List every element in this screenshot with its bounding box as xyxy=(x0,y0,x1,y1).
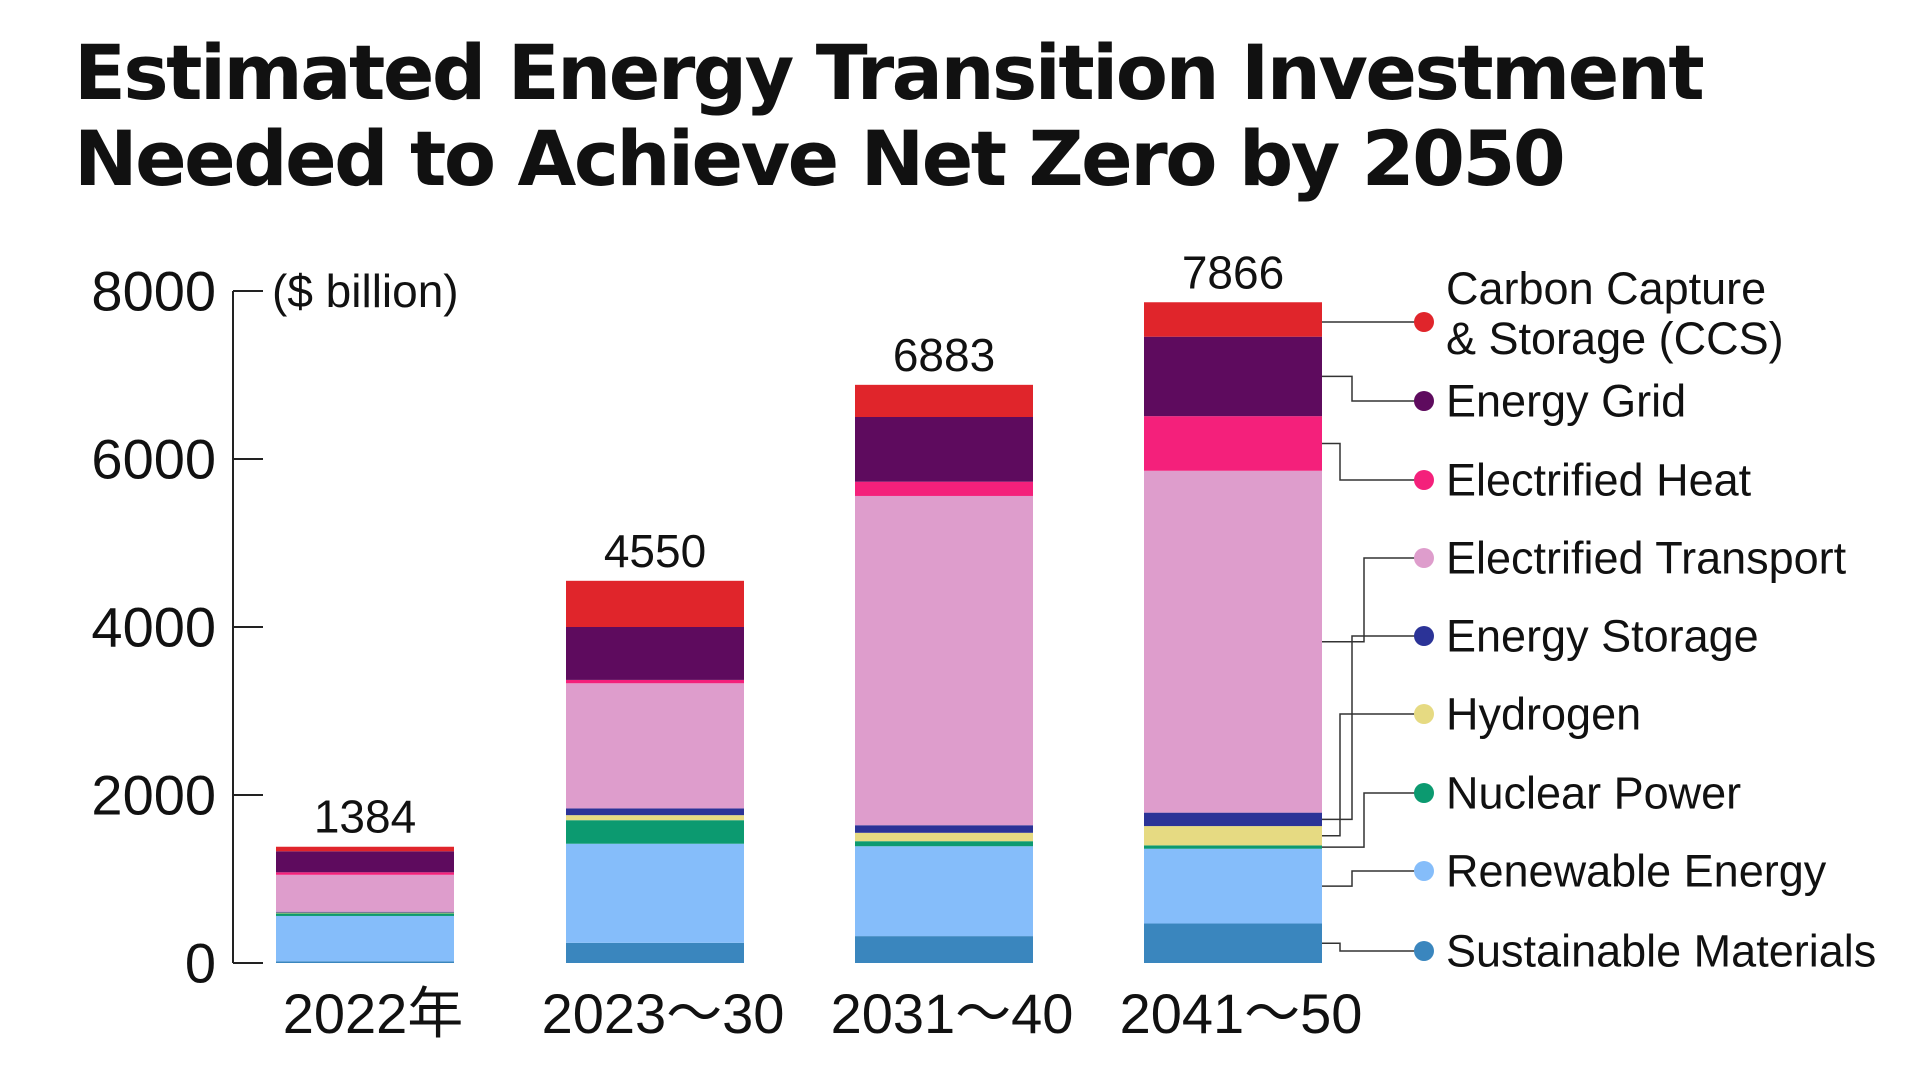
x-tick-label-2023-30: 2023～30 xyxy=(542,982,785,1045)
legend-label-energy-storage: Energy Storage xyxy=(1446,611,1759,662)
legend-leader-energy-grid xyxy=(1322,375,1424,402)
bar-segment-renewable-energy-2022 xyxy=(276,915,454,962)
bar-segment-energy-grid-2023-30 xyxy=(566,627,744,680)
legend-label-energy-grid: Energy Grid xyxy=(1446,376,1686,427)
bar-segment-electrified-heat-2031-40 xyxy=(855,481,1033,496)
bar-segment-renewable-energy-2031-40 xyxy=(855,846,1033,937)
bar-segment-energy-storage-2022 xyxy=(276,911,454,913)
legend-leader-sustainable-materials xyxy=(1322,942,1424,952)
legend-leader-electrified-heat xyxy=(1322,442,1424,481)
bar-segment-electrified-heat-2022 xyxy=(276,872,454,875)
legend-swatch-energy-grid xyxy=(1414,391,1434,411)
bar-segment-hydrogen-2023-30 xyxy=(566,815,744,821)
bar-segment-nuclear-power-2041-50 xyxy=(1144,845,1322,849)
bar-segment-carbon-capture-storage-ccs-2023-30 xyxy=(566,580,744,627)
bar-segment-electrified-heat-2041-50 xyxy=(1144,416,1322,471)
legend-label-nuclear-power: Nuclear Power xyxy=(1446,768,1741,819)
legend-leader-hydrogen xyxy=(1322,713,1424,837)
bar-segment-electrified-transport-2031-40 xyxy=(855,495,1033,826)
y-tick-label-2000: 2000 xyxy=(91,764,216,827)
bar-segment-sustainable-materials-2022 xyxy=(276,961,454,963)
total-label-2023-30: 4550 xyxy=(604,525,706,577)
bar-segment-carbon-capture-storage-ccs-2041-50 xyxy=(1144,302,1322,337)
chart-title-line-1: Estimated Energy Transition Investment xyxy=(74,28,1705,117)
bar-segment-energy-grid-2041-50 xyxy=(1144,336,1322,417)
bar-segment-electrified-transport-2041-50 xyxy=(1144,470,1322,813)
legend-swatch-nuclear-power xyxy=(1414,783,1434,803)
chart-title: Estimated Energy Transition Investment N… xyxy=(74,28,1705,203)
bar-segment-nuclear-power-2031-40 xyxy=(855,841,1033,847)
bar-segment-renewable-energy-2023-30 xyxy=(566,843,744,943)
total-label-2022: 1384 xyxy=(314,791,416,843)
y-tick-label-0: 0 xyxy=(185,932,216,995)
legend-swatch-carbon-capture-storage-ccs xyxy=(1414,312,1434,332)
bar-segment-sustainable-materials-2031-40 xyxy=(855,936,1033,963)
x-tick-label-2031-40: 2031～40 xyxy=(831,982,1074,1045)
bar-stacks xyxy=(276,302,1322,963)
bar-segment-carbon-capture-storage-ccs-2031-40 xyxy=(855,384,1033,417)
legend: Carbon Capture & Storage (CCS) Energy Grid… xyxy=(1322,263,1876,977)
legend-swatch-renewable-energy xyxy=(1414,861,1434,881)
legend-leader-electrified-transport xyxy=(1322,557,1424,643)
legend-label-sustainable-materials: Sustainable Materials xyxy=(1446,926,1876,977)
bar-total-labels: 1384 4550 6883 7866 xyxy=(314,246,1284,842)
bar-segment-energy-grid-2022 xyxy=(276,851,454,873)
bar-segment-hydrogen-2041-50 xyxy=(1144,826,1322,846)
y-tick-label-8000: 8000 xyxy=(91,260,216,323)
bar-segment-nuclear-power-2022 xyxy=(276,913,454,916)
bar-segment-hydrogen-2022 xyxy=(276,912,454,914)
legend-swatch-electrified-heat xyxy=(1414,470,1434,490)
bar-segment-electrified-heat-2023-30 xyxy=(566,679,744,684)
bar-segment-electrified-transport-2022 xyxy=(276,874,454,912)
chart-title-line-2: Needed to Achieve Net Zero by 2050 xyxy=(74,114,1566,203)
bar-segment-energy-storage-2031-40 xyxy=(855,825,1033,833)
bar-segment-energy-storage-2041-50 xyxy=(1144,812,1322,827)
legend-swatch-electrified-transport xyxy=(1414,548,1434,568)
legend-label-renewable-energy: Renewable Energy xyxy=(1446,846,1827,897)
legend-leader-renewable-energy xyxy=(1322,870,1424,887)
legend-label-electrified-transport: Electrified Transport xyxy=(1446,533,1847,584)
x-axis-labels: 2022年 2023～30 2031～40 2041～50 xyxy=(283,982,1363,1045)
bar-segment-hydrogen-2031-40 xyxy=(855,832,1033,842)
bar-segment-sustainable-materials-2023-30 xyxy=(566,942,744,963)
total-label-2031-40: 6883 xyxy=(893,329,995,381)
y-tick-label-6000: 6000 xyxy=(91,428,216,491)
legend-label-electrified-heat: Electrified Heat xyxy=(1446,455,1752,506)
bar-segment-renewable-energy-2041-50 xyxy=(1144,848,1322,924)
legend-label-hydrogen: Hydrogen xyxy=(1446,689,1641,740)
legend-leader-energy-storage xyxy=(1322,635,1424,821)
bar-segment-sustainable-materials-2041-50 xyxy=(1144,923,1322,963)
legend-swatch-hydrogen xyxy=(1414,704,1434,724)
x-tick-label-2022: 2022年 xyxy=(283,982,464,1045)
bar-segment-energy-grid-2031-40 xyxy=(855,417,1033,482)
y-tick-label-4000: 4000 xyxy=(91,596,216,659)
x-tick-label-2041-50: 2041～50 xyxy=(1120,982,1363,1045)
legend-leader-nuclear-power xyxy=(1322,792,1424,848)
bar-segment-nuclear-power-2023-30 xyxy=(566,820,744,844)
total-label-2041-50: 7866 xyxy=(1182,246,1284,298)
unit-label: ($ billion) xyxy=(272,265,459,317)
y-axis: 0 2000 4000 6000 8000 ($ billion) xyxy=(91,260,458,995)
bar-segment-energy-storage-2023-30 xyxy=(566,808,744,816)
legend-label-carbon-capture-storage-ccs: Carbon Capture & Storage (CCS) xyxy=(1446,263,1784,364)
bar-segment-electrified-transport-2023-30 xyxy=(566,683,744,809)
legend-swatch-sustainable-materials xyxy=(1414,941,1434,961)
legend-swatch-energy-storage xyxy=(1414,626,1434,646)
bar-segment-carbon-capture-storage-ccs-2022 xyxy=(276,846,454,852)
